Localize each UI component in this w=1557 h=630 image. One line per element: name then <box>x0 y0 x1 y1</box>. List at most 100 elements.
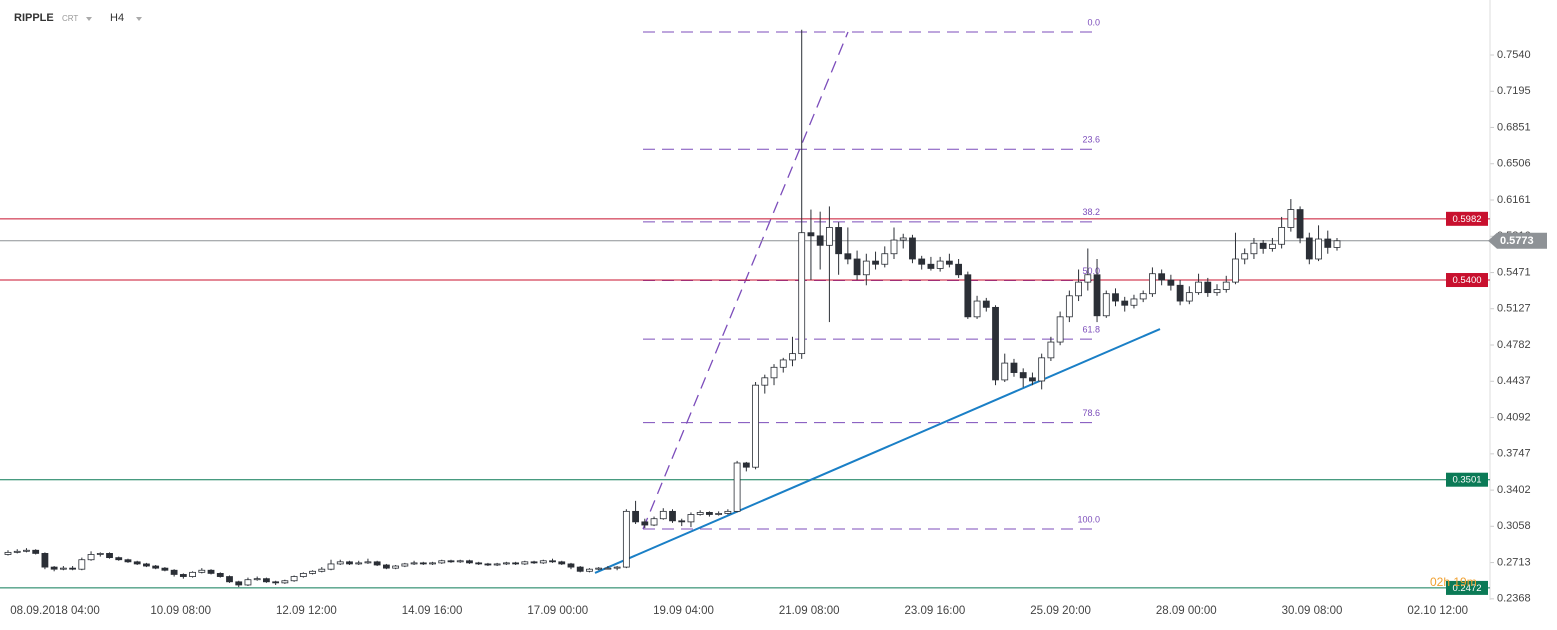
candle-body <box>549 560 556 563</box>
candle-body <box>244 579 252 586</box>
candle-body <box>50 566 58 570</box>
candle-body <box>613 566 621 569</box>
candle-body <box>733 462 741 512</box>
y-tick-label: 0.4092 <box>1497 411 1531 423</box>
y-tick-label: 0.3402 <box>1497 484 1531 496</box>
candle-body <box>853 258 861 276</box>
level-tag <box>1446 273 1488 288</box>
timeframe-dropdown[interactable] <box>136 17 142 21</box>
candle-body <box>696 512 704 515</box>
candle-body <box>715 513 723 515</box>
candle-body <box>890 239 898 255</box>
candle-body <box>761 377 769 386</box>
source-dropdown[interactable] <box>86 17 92 21</box>
candle-body <box>816 235 824 246</box>
candle-body <box>862 260 870 276</box>
candle-body <box>659 510 667 520</box>
x-tick-label: 17.09 00:00 <box>527 605 588 617</box>
x-tick-label: 30.09 08:00 <box>1282 605 1343 617</box>
candle-body <box>789 353 796 361</box>
candle-body <box>641 521 649 526</box>
candle-body <box>1278 227 1286 245</box>
current-price-label: 0.5773 <box>1500 235 1534 247</box>
candle-body <box>1296 209 1304 239</box>
candle-body <box>835 227 843 255</box>
fib-label: 0.0 <box>1087 17 1100 27</box>
fib-label: 38.2 <box>1082 207 1100 217</box>
candle-body <box>1333 240 1341 248</box>
candle-body <box>179 574 187 577</box>
level-tag <box>1446 580 1488 595</box>
candle-body <box>1324 238 1332 248</box>
x-tick-label: 02.10 12:00 <box>1407 605 1468 617</box>
candle-body <box>456 560 464 563</box>
candle-body <box>13 550 21 553</box>
candle-body <box>106 553 113 559</box>
candle-body <box>41 553 49 568</box>
x-tick-label: 23.09 16:00 <box>905 605 966 617</box>
candle-body <box>1139 293 1147 300</box>
candle-body <box>419 562 427 565</box>
fib-label: 100.0 <box>1077 514 1100 524</box>
candle-body <box>1001 362 1009 381</box>
candle-body <box>373 561 381 566</box>
candle-body <box>521 561 529 565</box>
candle-body <box>1056 316 1064 343</box>
candle-body <box>382 564 390 569</box>
candle-body <box>936 260 944 269</box>
y-tick-label: 0.7195 <box>1497 85 1531 97</box>
candle-body <box>622 510 630 568</box>
candle-body <box>115 557 123 561</box>
y-tick-label: 0.6851 <box>1497 121 1531 133</box>
y-tick-label: 0.4782 <box>1497 339 1531 351</box>
candle-body <box>1093 274 1101 317</box>
y-tick-label: 0.6161 <box>1497 194 1531 206</box>
candle-body <box>355 562 363 565</box>
candle-body <box>78 559 86 570</box>
candle-body <box>235 581 243 586</box>
candle-body <box>1259 242 1267 249</box>
level-tag <box>1446 472 1488 487</box>
candle-body <box>346 561 353 565</box>
candle-body <box>23 549 30 552</box>
x-tick-label: 12.09 12:00 <box>276 605 337 617</box>
candle-body <box>1010 362 1018 373</box>
candle-body <box>927 263 935 269</box>
candle-body <box>1241 253 1249 260</box>
y-tick-label: 0.5127 <box>1497 303 1531 315</box>
candle-body <box>825 227 833 246</box>
x-tick-label: 10.09 08:00 <box>150 605 211 617</box>
x-tick-label: 25.09 20:00 <box>1030 605 1091 617</box>
y-tick-label: 0.5471 <box>1497 266 1531 278</box>
candle-body <box>1084 274 1092 283</box>
candle-body <box>576 566 584 572</box>
candle-body <box>4 551 12 555</box>
candle-body <box>918 258 926 265</box>
candle-body <box>669 510 676 522</box>
candle-body <box>96 553 104 555</box>
candle-body <box>170 569 178 575</box>
candle-body <box>364 561 372 564</box>
candle-body <box>309 570 316 574</box>
candle-body <box>1176 284 1184 302</box>
candle-body <box>1232 258 1239 283</box>
y-tick-label: 0.3058 <box>1497 520 1531 532</box>
candle-body <box>493 563 501 566</box>
candle-body <box>964 274 972 318</box>
candle-body <box>752 384 759 468</box>
candle-body <box>263 578 270 583</box>
candle-body <box>1121 300 1129 306</box>
candle-body <box>392 565 400 569</box>
x-tick-label: 19.09 04:00 <box>653 605 714 617</box>
source: CRT <box>62 14 78 23</box>
candle-body <box>226 576 233 583</box>
candle-body <box>1185 292 1193 302</box>
candle-body <box>429 562 436 565</box>
x-tick-label: 08.09.2018 04:00 <box>10 605 100 617</box>
candle-body <box>512 562 520 565</box>
candle-body <box>1315 238 1322 260</box>
candle-body <box>899 237 907 241</box>
y-tick-label: 0.4437 <box>1497 375 1531 387</box>
candle-body <box>539 560 547 564</box>
fib-label: 61.8 <box>1082 325 1100 335</box>
